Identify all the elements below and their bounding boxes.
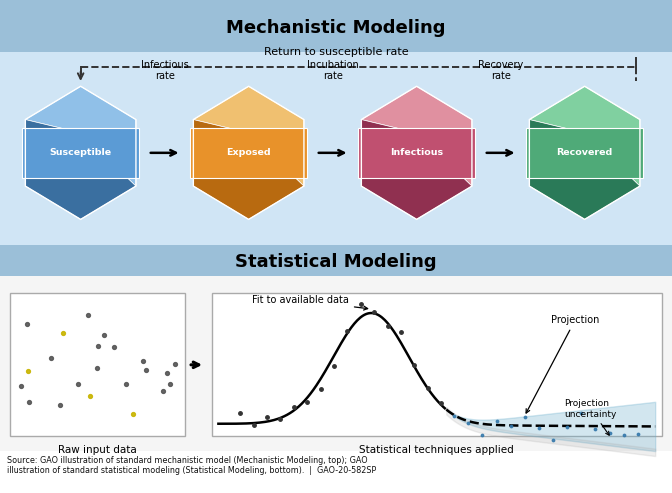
Text: Exposed: Exposed — [226, 148, 271, 157]
Text: Return to susceptible rate: Return to susceptible rate — [263, 47, 409, 57]
Text: Raw input data: Raw input data — [58, 445, 137, 455]
Text: Statistical techniques applied: Statistical techniques applied — [360, 445, 514, 455]
Text: Fit to available data: Fit to available data — [252, 295, 368, 310]
Text: Projection
uncertainty: Projection uncertainty — [564, 399, 617, 435]
Polygon shape — [194, 120, 304, 219]
Text: Statistical Modeling: Statistical Modeling — [235, 253, 437, 271]
FancyBboxPatch shape — [0, 0, 672, 52]
Text: Infectious: Infectious — [390, 148, 444, 157]
Text: Source: GAO illustration of standard mechanistic model (Mechanistic Modeling, to: Source: GAO illustration of standard mec… — [7, 456, 376, 475]
FancyBboxPatch shape — [358, 128, 475, 178]
Text: Mechanistic Modeling: Mechanistic Modeling — [226, 19, 446, 36]
Polygon shape — [530, 120, 640, 219]
Polygon shape — [26, 120, 136, 219]
FancyBboxPatch shape — [0, 245, 672, 276]
Polygon shape — [530, 86, 640, 186]
Polygon shape — [26, 86, 136, 186]
Text: Recovery
rate: Recovery rate — [478, 60, 523, 81]
Text: Recovered: Recovered — [556, 148, 613, 157]
Polygon shape — [194, 86, 304, 186]
FancyBboxPatch shape — [212, 293, 662, 436]
FancyBboxPatch shape — [10, 293, 185, 436]
Text: Incubation
rate: Incubation rate — [306, 60, 359, 81]
FancyBboxPatch shape — [0, 0, 672, 276]
FancyBboxPatch shape — [190, 128, 307, 178]
FancyBboxPatch shape — [22, 128, 139, 178]
FancyBboxPatch shape — [0, 276, 672, 454]
Polygon shape — [362, 86, 472, 186]
Text: Projection: Projection — [526, 315, 599, 413]
Polygon shape — [362, 120, 472, 219]
FancyBboxPatch shape — [526, 128, 643, 178]
Text: Susceptible: Susceptible — [50, 148, 112, 157]
FancyBboxPatch shape — [0, 451, 672, 493]
Text: Infectious
rate: Infectious rate — [140, 60, 189, 81]
